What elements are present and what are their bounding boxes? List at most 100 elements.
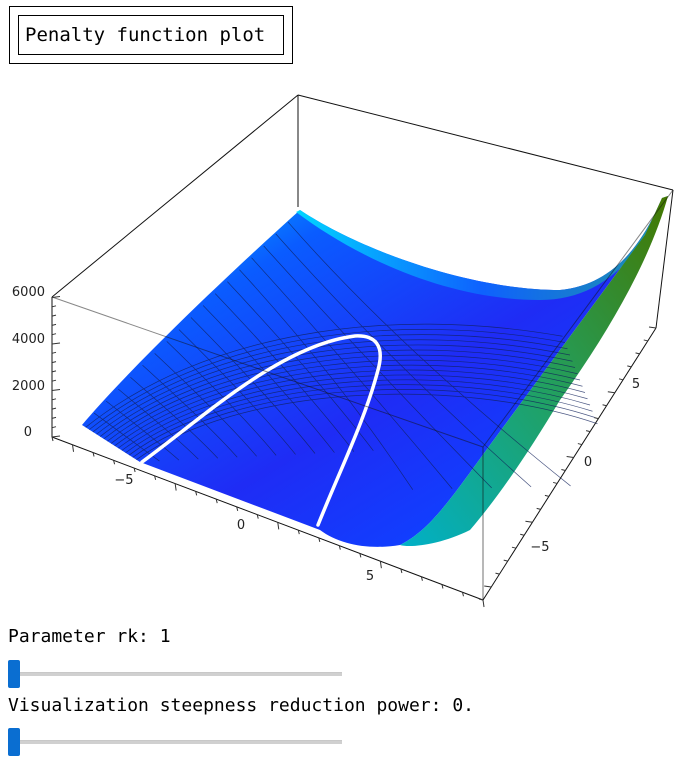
z-axis-labels: 0 2000 4000 6000 [12,285,45,440]
mesh-line [239,269,414,490]
axis-tick [51,426,57,429]
axis-tick [503,559,508,562]
steepness-label: Visualization steepness reduction power:… [8,695,474,716]
z-tick-label: 0 [24,425,32,440]
plot-title: Penalty function plot [18,15,284,55]
axis-tick [461,592,464,597]
axis-tick [561,468,566,471]
axis-tick [585,430,591,433]
axis-tick [553,481,558,484]
mesh-line [103,349,576,440]
axis-tick [51,435,61,438]
x-tick-label: 5 [366,569,374,584]
axis-tick [635,352,640,355]
z-tick-label: 4000 [12,332,45,347]
axis-tick [648,326,657,329]
axis-tick [544,494,550,497]
steepness-slider-thumb[interactable] [8,728,20,756]
y-axis-labels: −5 0 5 [530,377,640,555]
rk-label: Parameter rk: 1 [8,626,171,647]
axis-tick [133,467,136,473]
mesh-line [287,221,571,487]
axis-tick [51,398,57,401]
bounding-box-front [51,189,674,601]
axis-tick [154,475,157,480]
penalty-3d-plot[interactable]: 0 2000 4000 6000 −5 0 5 −5 0 5 [0,60,683,620]
axis-tick [277,522,280,530]
mesh-line [227,281,374,451]
rk-slider-track[interactable] [8,672,342,676]
axis-tick [359,553,362,558]
axis-tick [51,361,57,364]
axis-tick [520,533,525,536]
mesh-line [110,359,581,444]
axis-tick [51,436,54,442]
mesh-line [92,334,568,433]
axis-tick [400,568,403,574]
axis-tick [236,506,239,511]
axis-tick [420,576,423,581]
surface-mesh [85,221,598,490]
axis-tick [482,599,485,608]
axis-tick [536,507,541,510]
mesh-line [107,354,578,442]
mesh-line [89,329,566,430]
steepness-slider[interactable] [8,728,342,756]
axis-tick [495,572,500,575]
x-tick-label: 0 [237,518,245,533]
mesh-line [275,233,532,488]
bounding-box-back [51,94,674,437]
mesh-line [99,344,573,437]
mesh-line [166,341,277,456]
axis-tick [525,520,533,523]
axis-tick [72,444,75,452]
axis-tick [215,498,218,504]
mesh-line [136,393,598,460]
mesh-line [128,384,593,456]
title-frame: Penalty function plot [9,6,293,64]
y-tick-label: 5 [632,377,640,392]
x-tick-label: −5 [114,473,133,488]
axis-tick [51,305,57,308]
axis-tick [195,491,198,496]
mesh-line [121,374,588,451]
axis-tick [174,483,177,491]
z-tick-label: 6000 [12,285,45,300]
mesh-line [85,323,563,428]
steepness-slider-track[interactable] [8,740,342,744]
rk-slider-thumb[interactable] [8,660,20,688]
axis-tick [256,514,259,519]
axis-tick [51,370,57,373]
x-axis-labels: −5 0 5 [114,473,374,584]
axis-tick [627,365,632,368]
axis-ticks [51,296,657,608]
axis-tick [478,598,484,601]
y-tick-label: 0 [584,455,592,470]
mesh-line [132,389,596,458]
axis-tick [577,443,582,446]
surface-main-face [82,198,662,547]
axis-tick [51,314,57,317]
axis-tick [92,452,95,457]
axis-tick [566,456,574,459]
penalty-surface [82,196,668,547]
axis-tick [113,460,116,465]
axis-tick [51,389,61,391]
y-tick-label: −5 [530,540,549,555]
axis-tick [484,585,492,588]
rk-slider[interactable] [8,660,342,688]
axis-tick [51,333,57,336]
axis-tick [51,296,61,298]
axis-tick [643,339,648,342]
axis-tick [51,351,57,354]
axis-tick [338,545,341,550]
axis-tick [297,530,300,535]
mesh-line [114,364,583,447]
mesh-line [202,305,335,453]
axis-tick [51,342,61,345]
mesh-line [263,245,492,489]
axis-tick [511,546,517,549]
axis-tick [51,379,57,382]
axis-tick [618,378,624,381]
axis-tick [607,391,615,394]
